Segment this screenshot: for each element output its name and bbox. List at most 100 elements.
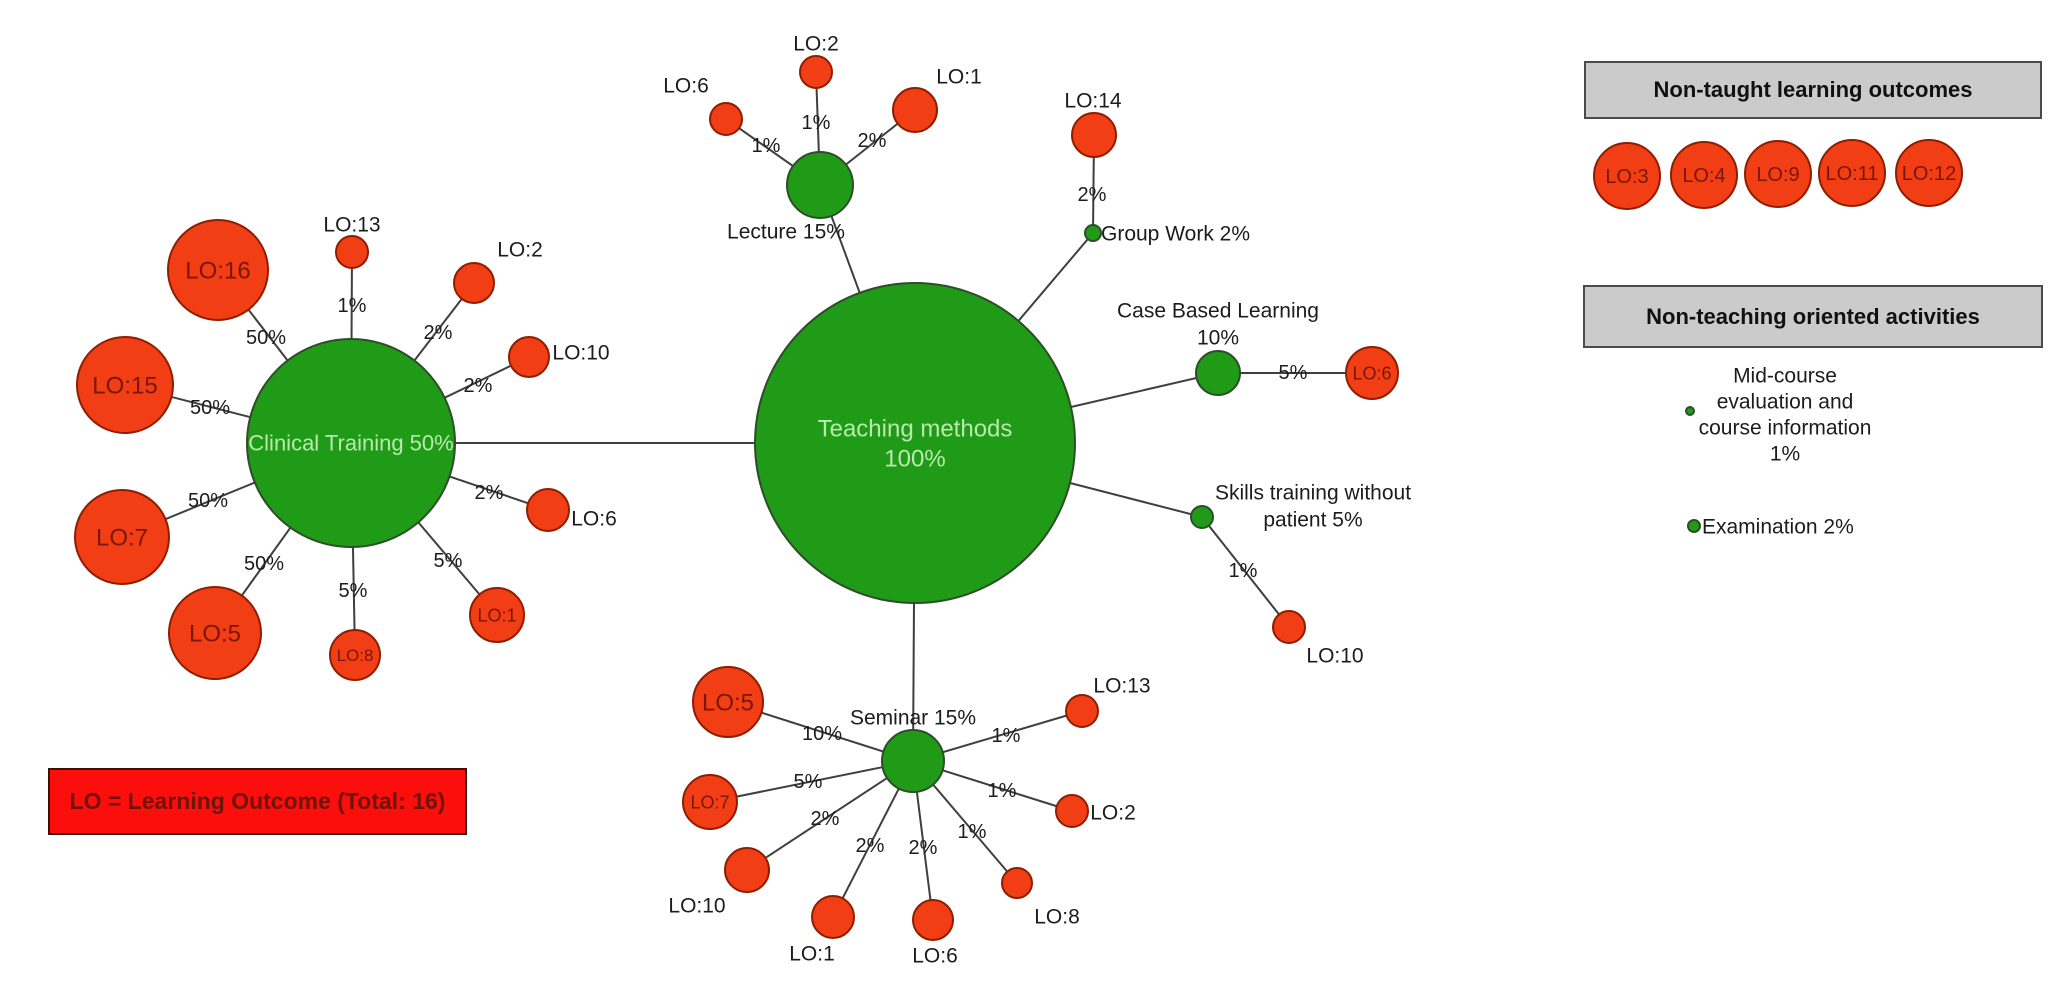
node-clinical-lo2 [453,262,495,304]
node-label-groupwork-lo14: LO:14 [1064,89,1122,112]
hub-label-skills: patient 5% [1263,508,1362,531]
node-label-lecture-lo6: LO:6 [663,74,709,97]
hub-lecture [786,151,854,219]
node-label-lecture-lo1: LO:1 [936,65,982,88]
node-label-seminar-lo2: LO:2 [1090,801,1136,824]
edge-pct-clinical-lo8: 5% [339,580,368,602]
node-seminar-lo7 [682,774,738,830]
edge-pct-clinical-lo1: 5% [434,550,463,572]
hub-label-teaching: 100% [884,445,945,472]
hub-seminar [881,729,945,793]
edge-pct-lecture-lo2: 1% [802,112,831,134]
edge-pct-clinical-lo2: 2% [424,322,453,344]
node-seminar-lo6 [912,899,954,941]
edge-pct-seminar-lo8: 1% [958,821,987,843]
non-teaching-activities-header: Non-teaching oriented activities [1583,285,2043,348]
legend-node-lo4 [1670,141,1738,209]
edge-pct-groupwork-lo14: 2% [1078,184,1107,206]
node-label-seminar-lo8: LO:8 [1034,905,1080,928]
legend-node-lo12 [1895,139,1963,207]
node-casebased-lo6 [1345,346,1399,400]
edge-pct-clinical-lo15: 50% [190,397,230,419]
edge-seminar-lo10 [746,760,914,871]
edge-pct-seminar-lo10: 2% [811,808,840,830]
hub-label-skills: Skills training without [1215,481,1411,504]
edge-pct-seminar-lo1: 2% [856,835,885,857]
edge-pct-clinical-lo7: 50% [188,490,228,512]
node-label-clinical-lo5: LO:5 [189,620,241,647]
hub-teaching [754,282,1076,604]
node-clinical-lo6 [526,488,570,532]
hub-label-teaching: Teaching methods [818,415,1013,442]
edge-pct-lecture-lo6: 1% [752,135,781,157]
node-clinical-lo8 [329,629,381,681]
node-label-clinical-lo1: LO:1 [477,605,516,625]
node-clinical-lo13 [335,235,369,269]
legend-node-lo11 [1818,139,1886,207]
edge-pct-clinical-lo5: 50% [244,553,284,575]
node-skills-lo10 [1272,610,1306,644]
hub-label-seminar: Seminar 15% [850,706,976,729]
edge-pct-clinical-lo16: 50% [246,327,286,349]
node-label-seminar-lo7: LO:7 [690,792,729,812]
hub-groupwork [1084,224,1102,242]
edge-pct-skills-lo10: 1% [1229,560,1258,582]
hub-label-casebased: 10% [1197,326,1239,349]
hub-label-groupwork: Group Work 2% [1101,222,1250,245]
edge-pct-clinical-lo13: 1% [338,295,367,317]
node-label-seminar-lo13: LO:13 [1093,674,1150,697]
activity-dot-1 [1687,519,1701,533]
node-label-lecture-lo2: LO:2 [793,32,839,55]
node-clinical-lo1 [469,587,525,643]
node-seminar-lo1 [811,895,855,939]
legend-node-label-lo3: LO:3 [1605,166,1648,188]
legend-node-lo9 [1744,140,1812,208]
activity-label-0: course information [1699,416,1872,439]
hub-skills [1190,505,1214,529]
node-clinical-lo7 [74,489,170,585]
node-label-seminar-lo6: LO:6 [912,944,958,967]
learning-outcome-note: LO = Learning Outcome (Total: 16) [48,768,467,835]
activity-label-0: evaluation and [1717,390,1854,413]
node-clinical-lo15 [76,336,174,434]
hub-casebased [1195,350,1241,396]
node-seminar-lo5 [692,666,764,738]
edge-pct-lecture-lo1: 2% [858,130,887,152]
legend-node-label-lo9: LO:9 [1756,164,1799,186]
node-seminar-lo8 [1001,867,1033,899]
edge-pct-seminar-lo7: 5% [794,771,823,793]
node-seminar-lo2 [1055,794,1089,828]
node-label-seminar-lo1: LO:1 [789,942,835,965]
non-teaching-activities-title: Non-teaching oriented activities [1646,303,1980,329]
activity-label-0: 1% [1770,442,1800,465]
node-clinical-lo5 [168,586,262,680]
node-label-clinical-lo10: LO:10 [552,341,609,364]
legend-node-label-lo11: LO:11 [1826,163,1879,185]
edge-pct-seminar-lo13: 1% [992,725,1021,747]
node-lecture-lo6 [709,102,743,136]
node-clinical-lo10 [508,336,550,378]
node-label-clinical-lo16: LO:16 [185,257,250,284]
edge-pct-clinical-lo10: 2% [464,375,493,397]
node-groupwork-lo14 [1071,112,1117,158]
non-taught-outcomes-header: Non-taught learning outcomes [1584,61,2042,119]
edge-pct-seminar-lo6: 2% [909,837,938,859]
node-label-clinical-lo8: LO:8 [337,646,374,665]
legend-node-label-lo4: LO:4 [1682,165,1725,187]
node-clinical-lo16 [167,219,269,321]
node-label-clinical-lo2: LO:2 [497,238,543,261]
hub-clinical [246,338,456,548]
node-label-clinical-lo15: LO:15 [92,372,157,399]
node-lecture-lo2 [799,55,833,89]
node-seminar-lo13 [1065,694,1099,728]
edge-pct-clinical-lo6: 2% [475,482,504,504]
edge-pct-seminar-lo5: 10% [802,723,842,745]
non-taught-outcomes-title: Non-taught learning outcomes [1653,77,1973,102]
node-label-clinical-lo6: LO:6 [571,507,617,530]
edge-pct-casebased-lo6: 5% [1279,362,1308,384]
activity-label-1: Examination 2% [1702,515,1854,538]
hub-label-clinical: Clinical Training 50% [248,431,453,456]
learning-outcome-note-text: LO = Learning Outcome (Total: 16) [69,788,446,814]
hub-label-casebased: Case Based Learning [1117,299,1319,322]
